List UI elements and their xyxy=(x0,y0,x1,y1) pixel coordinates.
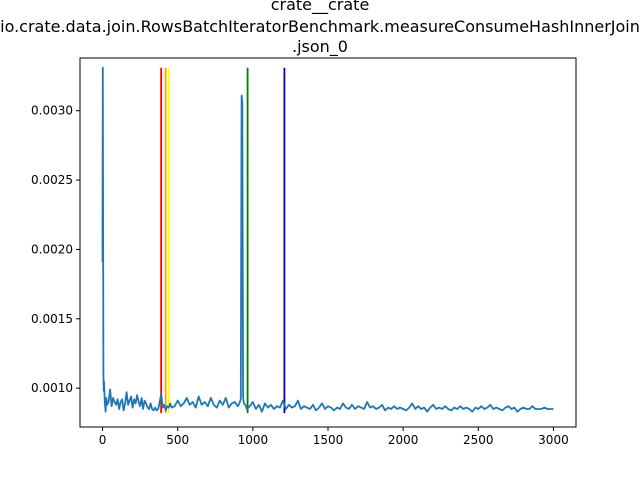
y-tick-label-1: 0.0015 xyxy=(31,312,73,326)
y-tick-label-2: 0.0020 xyxy=(31,242,73,256)
x-tick-label-2500: 2500 xyxy=(463,433,494,447)
series-line-1 xyxy=(101,66,554,413)
chart-title-line-1: crate__crate xyxy=(271,0,370,15)
y-tick-label-0: 0.0010 xyxy=(31,381,73,395)
x-tick-label-3000: 3000 xyxy=(538,433,569,447)
x-tick-label-500: 500 xyxy=(166,433,189,447)
vertical-marker-lines xyxy=(160,67,286,414)
x-tick-label-1500: 1500 xyxy=(313,433,344,447)
x-tick-label-2000: 2000 xyxy=(388,433,419,447)
series-layer xyxy=(101,66,554,413)
chart-title-line-3: .json_0 xyxy=(292,37,348,57)
y-tick-label-3: 0.0025 xyxy=(31,173,73,187)
y-tick-label-4: 0.0030 xyxy=(31,104,73,118)
y-axis: 0.0010 0.0015 0.0020 0.0025 0.0030 xyxy=(31,104,80,395)
plot-frame xyxy=(80,58,576,427)
chart-title-line-2: io.crate.data.join.RowsBatchIteratorBenc… xyxy=(0,17,640,36)
plot-area xyxy=(79,57,577,428)
x-axis: 0 500 1000 1500 2000 2500 3000 xyxy=(99,427,569,447)
x-tick-label-0: 0 xyxy=(99,433,107,447)
x-tick-label-1000: 1000 xyxy=(238,433,269,447)
